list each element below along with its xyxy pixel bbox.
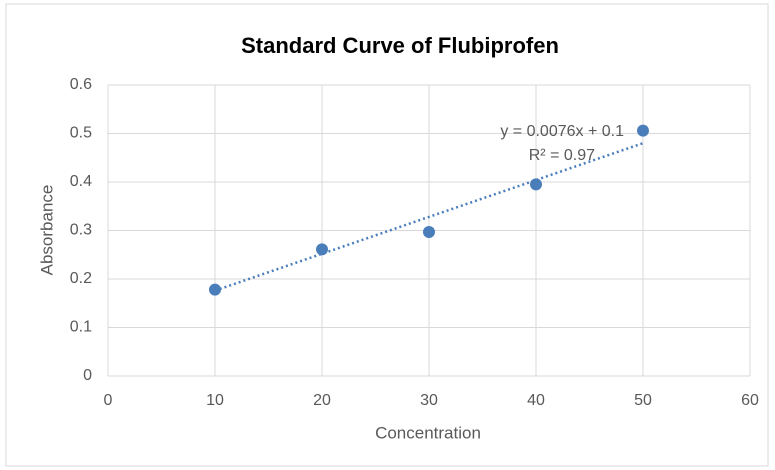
trendline-r-squared: R² = 0.97 — [529, 147, 595, 164]
x-tick-label: 50 — [634, 392, 652, 409]
x-tick-label: 40 — [527, 392, 545, 409]
x-tick-label: 20 — [313, 392, 331, 409]
data-point — [209, 283, 221, 296]
y-axis-label: Absorbance — [37, 185, 56, 276]
y-tick-label: 0 — [83, 367, 92, 384]
trendline — [214, 142, 644, 292]
y-tick-label: 0.6 — [70, 76, 92, 93]
x-tick-label: 10 — [206, 392, 224, 409]
data-point — [316, 243, 328, 256]
x-axis-label: Concentration — [375, 423, 481, 442]
y-tick-label: 0.3 — [70, 222, 92, 239]
y-tick-label: 0.5 — [70, 125, 92, 142]
data-point — [637, 124, 649, 137]
y-tick-label: 0.1 — [70, 319, 92, 336]
chart-frame — [5, 3, 769, 467]
trendline-equation: y = 0.0076x + 0.1 — [500, 123, 624, 140]
y-tick-label: 0.4 — [70, 173, 92, 190]
data-point — [423, 225, 435, 238]
chart-title: Standard Curve of Flubiprofen — [241, 33, 559, 58]
x-tick-label: 0 — [104, 392, 113, 409]
data-point — [530, 178, 542, 191]
x-tick-label: 30 — [420, 392, 438, 409]
y-tick-label: 0.2 — [70, 270, 92, 287]
x-tick-label: 60 — [741, 392, 759, 409]
